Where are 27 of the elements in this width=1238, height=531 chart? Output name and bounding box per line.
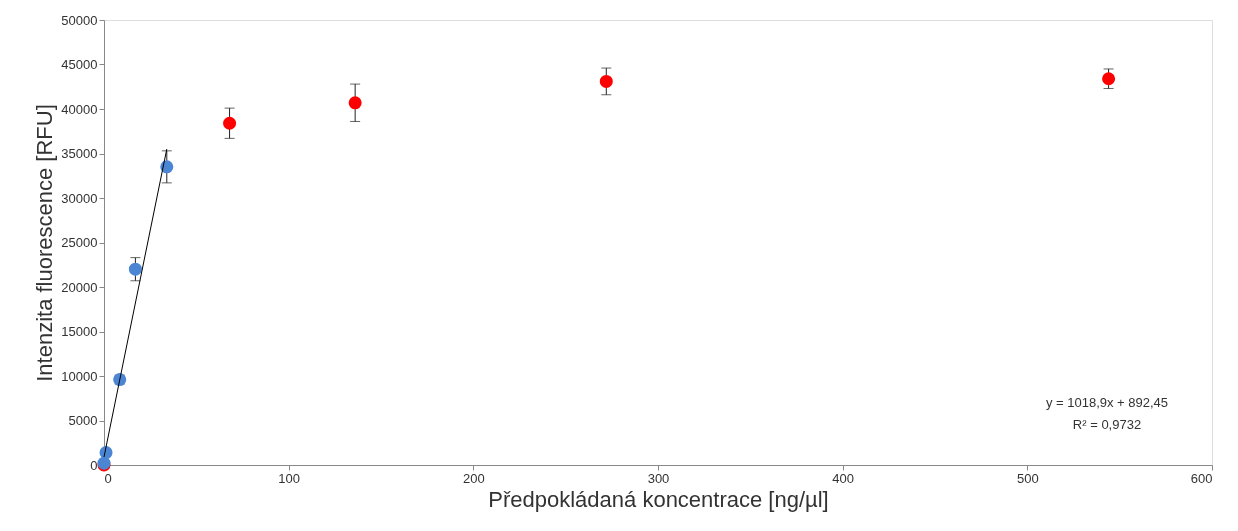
x-tick-label: 600: [1190, 470, 1213, 486]
annotation: y = 1018,9x + 892,45: [1045, 395, 1169, 410]
x-tick-label: 200: [462, 470, 485, 486]
y-tick-label: 15000: [61, 324, 98, 339]
point: [1102, 72, 1116, 86]
y-tick-label: 45000: [61, 57, 98, 72]
y-tick-label: 20000: [61, 279, 98, 295]
y-tick-label: 50000: [61, 12, 98, 28]
y-tick-label: 30000: [61, 190, 98, 206]
annotation: R² = 0,9732: [1072, 417, 1142, 432]
x-axis-title: Předpokládaná koncentrace [ng/µl]: [488, 486, 829, 512]
point: [348, 96, 362, 110]
y-tick-label: 35000: [61, 146, 98, 161]
x-tick-label: 100: [278, 470, 301, 486]
y-tick-label: 40000: [61, 101, 98, 117]
y-tick-label: 5000: [68, 413, 98, 428]
point: [128, 262, 142, 276]
x-tick-label: 300: [647, 470, 670, 486]
y-tick-label: 25000: [61, 235, 98, 250]
y-tick-label: 10000: [61, 368, 98, 384]
point: [223, 116, 237, 130]
x-tick-label: 0: [104, 470, 112, 486]
point: [599, 74, 613, 88]
y-axis-title: Intenzita fluorescence [RFU]: [32, 104, 58, 382]
x-tick-label: 500: [1016, 470, 1039, 486]
x-tick-label: 400: [832, 470, 855, 486]
y-tick-label: 0: [90, 457, 98, 473]
